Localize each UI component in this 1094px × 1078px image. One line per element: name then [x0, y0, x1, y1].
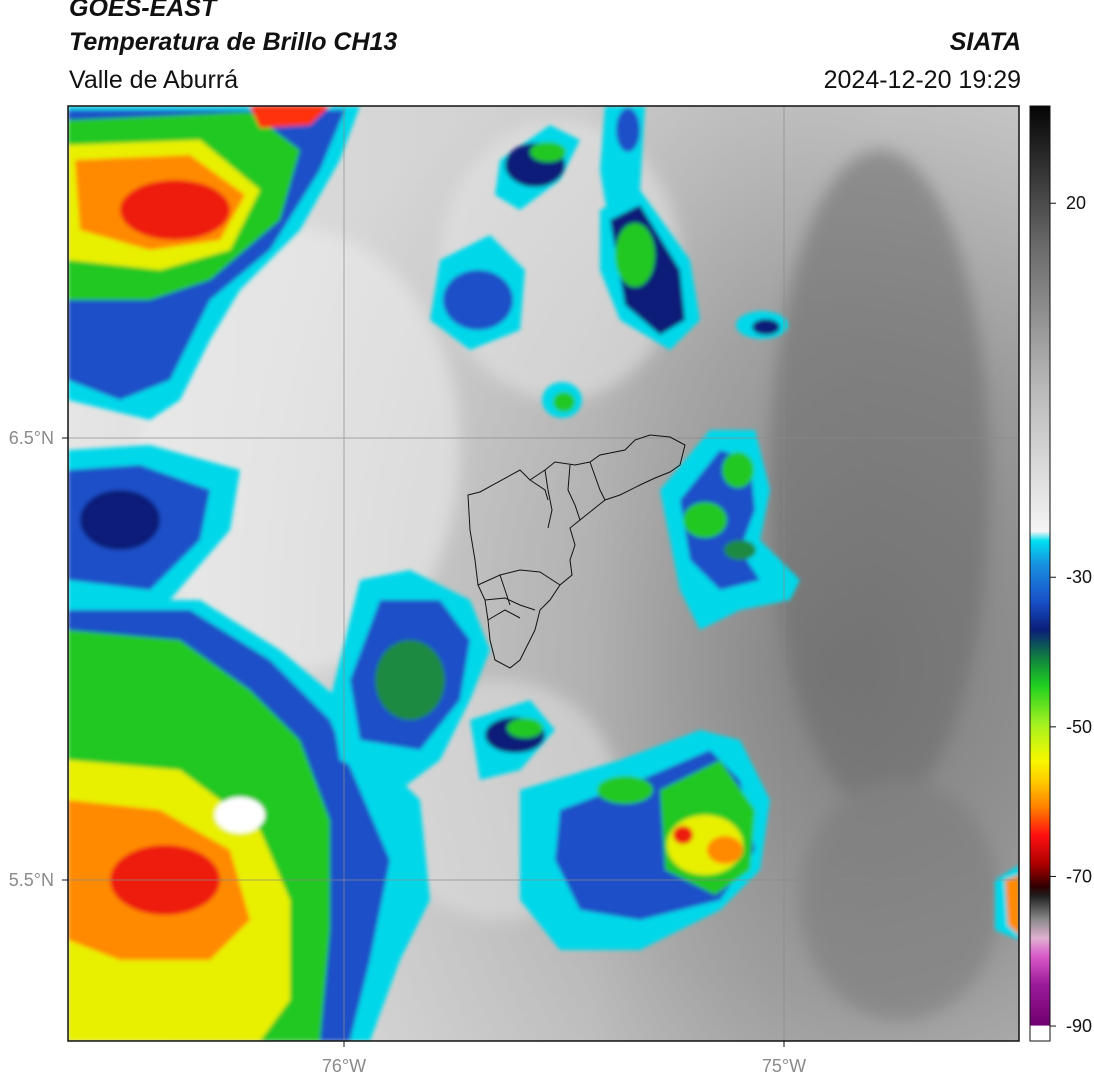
satellite-title: GOES-EAST: [69, 0, 217, 22]
lat-label-6-5: 6.5°N: [9, 428, 54, 448]
map-frame: [67, 105, 1020, 1042]
imagery-layer: [68, 106, 1019, 1041]
colorbar-tick-label: -70: [1066, 866, 1092, 886]
colorbar-tick-label: -50: [1066, 717, 1092, 737]
lon-label-76w: 76°W: [322, 1056, 366, 1076]
timestamp-label: 2024-12-20 19:29: [823, 66, 1021, 94]
product-title: Temperatura de Brillo CH13: [69, 28, 398, 56]
colorbar: 20 -30 -50 -70 -90: [1029, 105, 1092, 1042]
lat-label-5-5: 5.5°N: [9, 870, 54, 890]
municipal-boundaries: [467, 434, 686, 669]
cloud-nw-red: [120, 180, 230, 240]
graticule: [68, 106, 1019, 1041]
colorbar-tick-label: -30: [1066, 567, 1092, 587]
lon-label-75w: 75°W: [762, 1056, 806, 1076]
colorbar-tick-label: -90: [1066, 1016, 1092, 1036]
organization-label: SIATA: [949, 28, 1021, 56]
region-subtitle: Valle de Aburrá: [69, 66, 239, 94]
colorbar-tick-label: 20: [1066, 193, 1086, 213]
